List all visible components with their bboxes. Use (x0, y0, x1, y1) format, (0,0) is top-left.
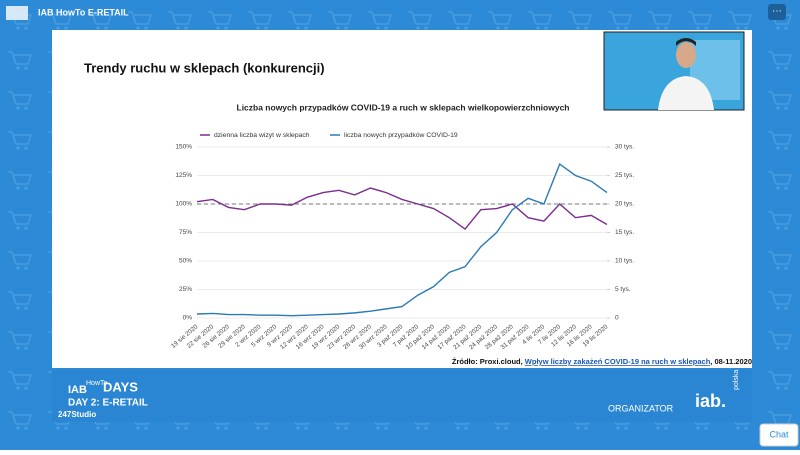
y-tick-label: 0% (183, 315, 193, 322)
y-tick-label: 75% (179, 229, 192, 236)
source-suffix: , 08-11.2020 (710, 357, 752, 366)
footer-studio: 247Studio (58, 410, 96, 419)
footer-howto: HowTo (86, 380, 108, 387)
y-tick-label: 100% (175, 201, 192, 208)
menu-dots: ··· (772, 6, 782, 17)
footer-event: IAB (68, 384, 87, 396)
y-tick-label: 150% (175, 144, 192, 151)
header-title: IAB HowTo E-RETAIL (38, 7, 129, 17)
menu-button[interactable] (768, 4, 786, 20)
y2-tick-label: 20 tys. (615, 201, 634, 208)
chat-label: Chat (769, 429, 789, 439)
footer-days: DAYS (103, 379, 138, 394)
chat-button[interactable] (759, 423, 799, 447)
series-line (196, 163, 608, 317)
footer-organizer-label: ORGANIZATOR (608, 403, 674, 413)
source-prefix: Źródło: Proxi.cloud, (452, 357, 525, 366)
y2-tick-label: 15 tys. (615, 229, 634, 236)
legend-label: dzienna liczba wizyt w sklepach (214, 132, 310, 139)
footer-day: DAY 2: E-RETAIL (68, 398, 148, 409)
footer-organizer-sub: polska (733, 370, 740, 390)
footer-bar (52, 370, 752, 422)
y-tick-label: 125% (175, 172, 192, 179)
chart-title: Liczba nowych przypadków COVID-19 a ruch… (237, 102, 570, 112)
y2-tick-label: 25 tys. (615, 172, 634, 179)
source: Źródło: Proxi.cloud, Wpływ liczby zakaże… (452, 357, 752, 366)
y2-tick-label: 30 tys. (615, 144, 634, 151)
y2-tick-label: 0 (615, 315, 619, 322)
y2-tick-label: 10 tys. (615, 258, 634, 265)
y-tick-label: 25% (179, 286, 192, 293)
source-link[interactable]: Wpływ liczby zakażeń COVID-19 na ruch w … (525, 357, 711, 366)
webcam (603, 31, 745, 111)
series-line (196, 187, 608, 231)
slide-title: Trendy ruchu w sklepach (konkurencji) (84, 60, 325, 75)
logo (6, 6, 28, 20)
y-tick-label: 50% (179, 258, 192, 265)
footer-organizer: iab. (695, 391, 726, 411)
legend-label: liczba nowych przypadków COVID-19 (344, 132, 458, 139)
y2-tick-label: 5 tys. (615, 286, 631, 293)
